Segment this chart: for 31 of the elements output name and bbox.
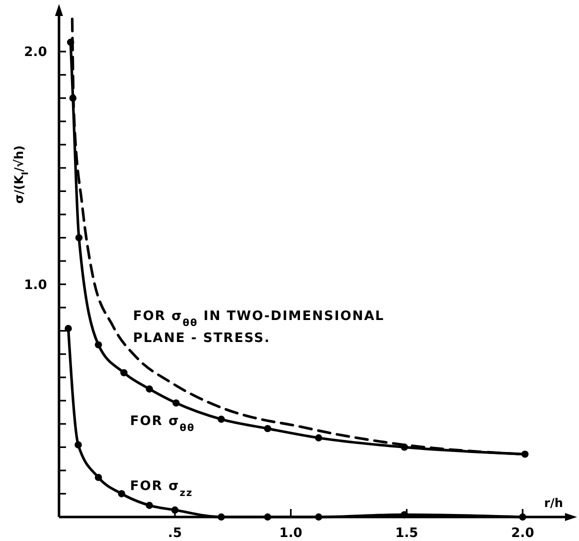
point xyxy=(94,341,102,348)
point xyxy=(315,513,322,521)
point xyxy=(521,450,529,458)
point xyxy=(146,502,154,509)
point xyxy=(75,234,83,242)
point xyxy=(64,324,72,332)
point xyxy=(172,399,180,407)
point xyxy=(69,94,77,102)
point xyxy=(74,441,82,448)
point xyxy=(94,474,102,482)
point xyxy=(264,424,272,432)
point xyxy=(400,511,408,518)
point xyxy=(218,416,225,423)
point xyxy=(519,513,526,521)
point xyxy=(315,434,322,442)
point xyxy=(264,513,272,521)
point xyxy=(120,369,128,376)
x-tick-label: 2.0 xyxy=(511,526,534,541)
x-tick-label: 1.5 xyxy=(395,526,418,541)
series-label: FOR σ$_{zz}$ xyxy=(130,479,193,498)
series-label: FOR σ$_{θθ}$ xyxy=(130,414,195,434)
series-label: FOR σ$_{θθ}$ IN TWO-DIMENSIONAL PLANE - STRESS. xyxy=(133,309,384,346)
point xyxy=(66,38,74,46)
point xyxy=(218,513,225,521)
x-axis-title: r/h xyxy=(544,496,563,510)
point xyxy=(171,506,179,514)
point xyxy=(146,385,154,393)
point xyxy=(400,444,408,451)
x-tick-label: .5 xyxy=(168,526,182,541)
x-tick-label: 1.0 xyxy=(279,526,302,541)
point xyxy=(118,490,126,498)
